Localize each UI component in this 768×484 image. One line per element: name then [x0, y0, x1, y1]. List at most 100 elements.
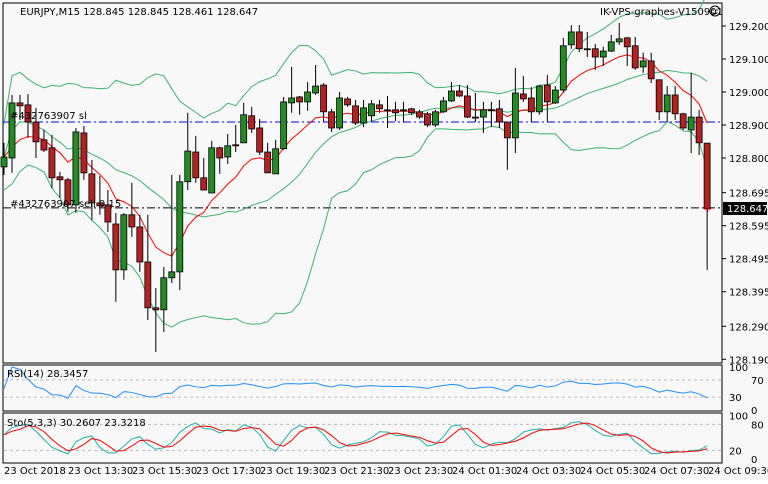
bear-candle-body [64, 179, 72, 206]
time-tick-label: 23 Oct 13:30 [68, 466, 133, 477]
candle [304, 82, 312, 111]
bear-candle-body [647, 60, 655, 80]
bull-candle-body [607, 41, 615, 52]
bollinger-upper-line [3, 0, 705, 125]
bull-candle-body [384, 109, 391, 112]
candle [384, 95, 391, 128]
bear-candle-body [495, 108, 503, 123]
stoch-tick-label: 0 [751, 455, 757, 466]
bear-candle-body [16, 102, 24, 107]
time-tick-label: 23 Oct 17:30 [196, 466, 261, 477]
bear-candle-body [703, 142, 711, 209]
candle [80, 125, 88, 180]
bear-candle-body [96, 202, 104, 207]
candle [144, 214, 152, 321]
candle [360, 99, 367, 127]
candle [224, 133, 232, 164]
bear-candle-body [320, 84, 328, 113]
bear-candle-body [152, 307, 160, 311]
bear-candle-body [48, 147, 56, 179]
candle [200, 158, 208, 191]
stoch-main-line [3, 421, 708, 455]
candle [232, 125, 240, 153]
bull-candle-body [639, 60, 647, 68]
candle [32, 107, 40, 158]
time-tick-label: 24 Oct 09:30 [708, 466, 768, 477]
candle [495, 99, 503, 128]
candle [24, 93, 32, 138]
price-tick-label: 129.200 [729, 22, 768, 33]
bull-candle-body [224, 145, 232, 158]
bear-candle-body [352, 105, 359, 124]
bear-candle-body [24, 104, 32, 123]
price-tick-label: 128.595 [729, 222, 768, 233]
bear-candle-body [527, 97, 535, 113]
time-tick-label: 24 Oct 05:30 [580, 466, 645, 477]
candle [464, 85, 471, 119]
bear-candle-body [88, 173, 96, 204]
symbol-info: EURJPY,M15 128.845 128.845 128.461 128.6… [20, 7, 258, 18]
candle [320, 83, 328, 123]
price-tick-label: 128.290 [729, 322, 768, 333]
bull-candle-body [583, 48, 591, 51]
candle [487, 101, 495, 127]
candle [64, 177, 72, 212]
candle [280, 96, 288, 150]
rsi-line [3, 366, 708, 399]
candle [328, 108, 335, 132]
candle [40, 129, 48, 153]
candle [551, 86, 559, 104]
rsi-panel-frame [2, 364, 723, 412]
bear-candle-body [192, 151, 200, 179]
bear-candle-body [376, 104, 383, 110]
candle [535, 85, 543, 115]
bull-candle-body [487, 109, 495, 112]
price-tick-label: 128.495 [729, 255, 768, 266]
candle [575, 25, 583, 53]
bear-candle-body [472, 116, 479, 119]
bear-candle-body [456, 90, 463, 97]
bollinger-middle-line [3, 69, 708, 218]
candle [663, 86, 671, 123]
bear-candle-body [248, 115, 256, 130]
candle [288, 66, 296, 113]
sell-order-label: #432763907 sell 0.15 [10, 199, 121, 210]
candle [312, 64, 320, 95]
bull-candle-body [400, 109, 407, 112]
bull-candle-body [511, 92, 519, 139]
svg-text:128.647: 128.647 [727, 204, 768, 215]
rsi-tick-label: 70 [751, 376, 764, 387]
bull-candle-body [120, 214, 128, 271]
candle [559, 37, 567, 93]
bull-candle-body [432, 111, 439, 126]
candle [0, 142, 8, 175]
bull-candle-body [336, 97, 343, 129]
time-tick-label: 23 Oct 15:30 [132, 466, 197, 477]
candle [503, 121, 511, 170]
main-chart-frame [2, 2, 723, 364]
candle [296, 95, 304, 115]
bear-candle-body [655, 79, 663, 113]
bull-candle-body [559, 45, 567, 91]
time-tick-label: 23 Oct 19:30 [260, 466, 325, 477]
bull-candle-body [551, 89, 559, 104]
candle [655, 79, 663, 121]
bear-candle-body [136, 226, 144, 263]
bull-candle-body [160, 277, 168, 311]
bull-candle-body [272, 148, 280, 175]
candle [527, 87, 535, 123]
current-price-tag: 128.647 [723, 202, 768, 215]
bull-candle-body [304, 91, 312, 103]
rsi-tick-label: 0 [751, 406, 757, 417]
candle [336, 92, 343, 130]
candle [96, 175, 104, 215]
bear-candle-body [424, 113, 431, 126]
bull-candle-body [615, 38, 623, 43]
candle [639, 52, 647, 73]
candle [192, 135, 200, 183]
price-tick-label: 129.000 [729, 88, 768, 99]
bull-candle-body [687, 116, 695, 131]
candle [599, 46, 607, 66]
bear-candle-body [344, 98, 351, 106]
